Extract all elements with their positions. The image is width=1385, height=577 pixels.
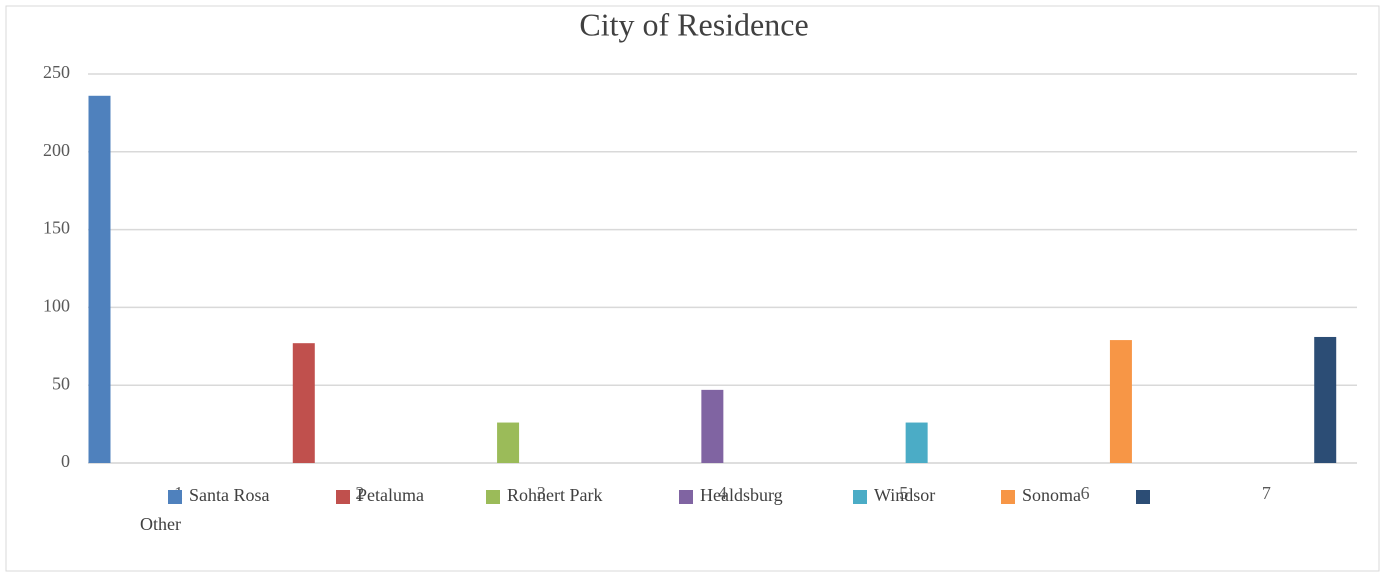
x-tick-label: 3 [537,483,546,503]
y-tick-label: 50 [52,373,70,393]
legend-label: Petaluma [357,485,424,505]
y-tick-label: 200 [43,140,70,160]
x-tick-label: 7 [1262,483,1271,503]
y-tick-label: 250 [43,62,70,82]
legend-label: Windsor [874,485,935,505]
legend-label: Healdsburg [700,485,783,505]
legend-marker [679,490,693,504]
legend-label: Other [140,514,181,534]
bar [292,343,315,463]
x-tick-label: 4 [718,483,727,503]
legend-label: Sonoma [1022,485,1081,505]
bar [1314,336,1337,463]
legend-marker [1001,490,1015,504]
x-tick-label: 5 [899,483,908,503]
bar [88,95,111,463]
bar [497,422,520,463]
y-tick-label: 150 [43,218,70,238]
y-tick-label: 0 [61,451,70,471]
x-tick-label: 2 [355,483,364,503]
bar [905,422,928,463]
legend-label: Santa Rosa [189,485,270,505]
y-tick-label: 100 [43,296,70,316]
x-tick-label: 6 [1081,483,1090,503]
legend-marker [486,490,500,504]
legend-label: Rohnert Park [507,485,602,505]
chart-border [5,5,1380,572]
bar [701,389,724,463]
legend-marker [168,490,182,504]
bar [1109,340,1132,463]
chart-title: City of Residence [579,6,808,42]
legend-marker [853,490,867,504]
legend-marker [1136,490,1150,504]
legend-marker [336,490,350,504]
